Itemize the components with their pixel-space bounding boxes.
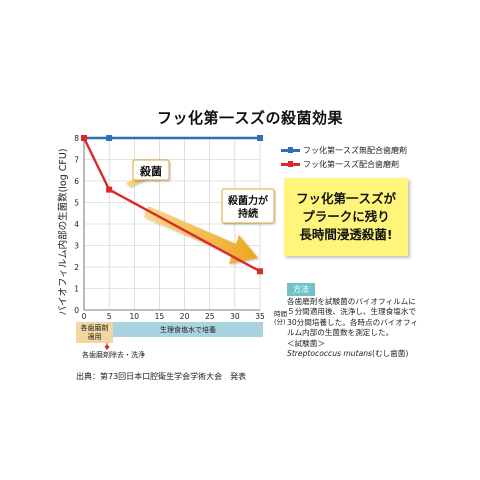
x-tick-label-5: 25 [205,312,215,321]
y-tick-label-5: 5 [74,199,79,208]
legend-item-no-tin: フッ化第一スズ無配合歯磨剤 [281,145,407,156]
series-1-point-0 [81,135,87,141]
method-tag: 方法 [287,283,315,296]
axis-layer: 0 1 2 3 4 5 6 7 8 0 5 10 15 20 25 30 35 [74,134,265,321]
series-layer [81,135,263,275]
y-tick-label-1: 1 [74,285,79,294]
x-axis-label-line1: 時間 [274,310,287,318]
legend-swatch-red [281,161,300,167]
series-1-point-1 [106,186,113,193]
sustain-label-line2: 持続 [238,207,258,220]
method-line: 30分間培養した。各時点のバイオフィ [287,317,419,327]
method-line: ５分間適用後、洗浄し、生理食塩水で [287,307,417,317]
x-tick-label-7: 35 [255,312,265,321]
legend-label: フッ化第一スズ無配合歯磨剤 [303,146,407,155]
y-tick-label-2: 2 [74,263,79,272]
organism-jp: (むし歯菌) [372,349,409,359]
x-axis-label-line2: (分) [274,317,286,326]
sustain-arrow [144,206,258,264]
callout-line: プラークに残り [302,208,390,224]
x-tick-label-0: 0 [82,312,87,321]
chart-title: フッ化第一スズの殺菌効果 [156,109,343,127]
highlight-callout: フッ化第一スズが プラークに残り 長時間浸透殺菌! [284,178,408,256]
removal-marker-diamond [104,344,110,350]
method-line: 各歯磨剤を試験菌のバイオフィルムに [287,297,416,306]
x-tick-label-6: 30 [230,312,240,321]
callout-line: 長時間浸透殺菌! [299,227,393,243]
method-organism: Streptococcus mutans(むし歯菌) [287,349,437,359]
annotation-arrows: 殺菌 殺菌力が 持続 [126,159,275,264]
method-line: ルム内部の生菌数を測定した。 [287,328,394,338]
timeline-phase-apply-line1: 各歯磨剤 [80,323,109,332]
callout-line: フッ化第一スズが [295,190,396,206]
y-tick-label-7: 7 [74,156,79,165]
sustain-label-line1: 殺菌力が [227,194,269,207]
y-axis-label: バイオフィルム内部の生菌数(log CFU) [58,148,69,316]
sustain-label-box [221,188,275,224]
x-tick-label-4: 20 [180,312,190,321]
legend-item-with-tin: フッ化第一スズ配合歯磨剤 [281,159,399,170]
method-description: 各歯磨剤を試験菌のバイオフィルムに ５分間適用後、洗浄し、生理食塩水で 30分間… [287,297,437,360]
timeline-phase-apply: 各歯磨剤 適用 [76,322,113,343]
y-tick-label-6: 6 [74,177,79,186]
kill-label-box [132,159,170,181]
organism-latin: Streptococcus mutans [287,349,372,359]
source-citation: 出典：第73回日本口腔衛生学会学術大会 発表 [76,372,247,381]
legend-label: フッ化第一スズ配合歯磨剤 [303,160,399,169]
y-tick-label-4: 4 [74,220,79,229]
x-tick-label-1: 5 [107,312,112,321]
timeline-phase-apply-line2: 適用 [87,332,102,341]
series-1-point-2 [257,268,263,275]
removal-note: 各歯磨剤除去・洗浄 [82,351,145,359]
legend-swatch-blue [281,147,300,153]
x-tick-label-2: 10 [130,312,140,321]
y-tick-label-3: 3 [74,242,79,251]
series-0-point-1 [106,135,113,141]
y-tick-label-8: 8 [74,134,79,143]
kill-label: 殺菌 [139,164,162,178]
y-tick-label-0: 0 [74,306,79,315]
method-line: ＜試験菌＞ [287,338,325,348]
series-0-point-2 [257,135,263,141]
timeline-phase-incubate: 生理食塩水で培養 [113,322,263,337]
x-tick-label-3: 15 [155,312,165,321]
